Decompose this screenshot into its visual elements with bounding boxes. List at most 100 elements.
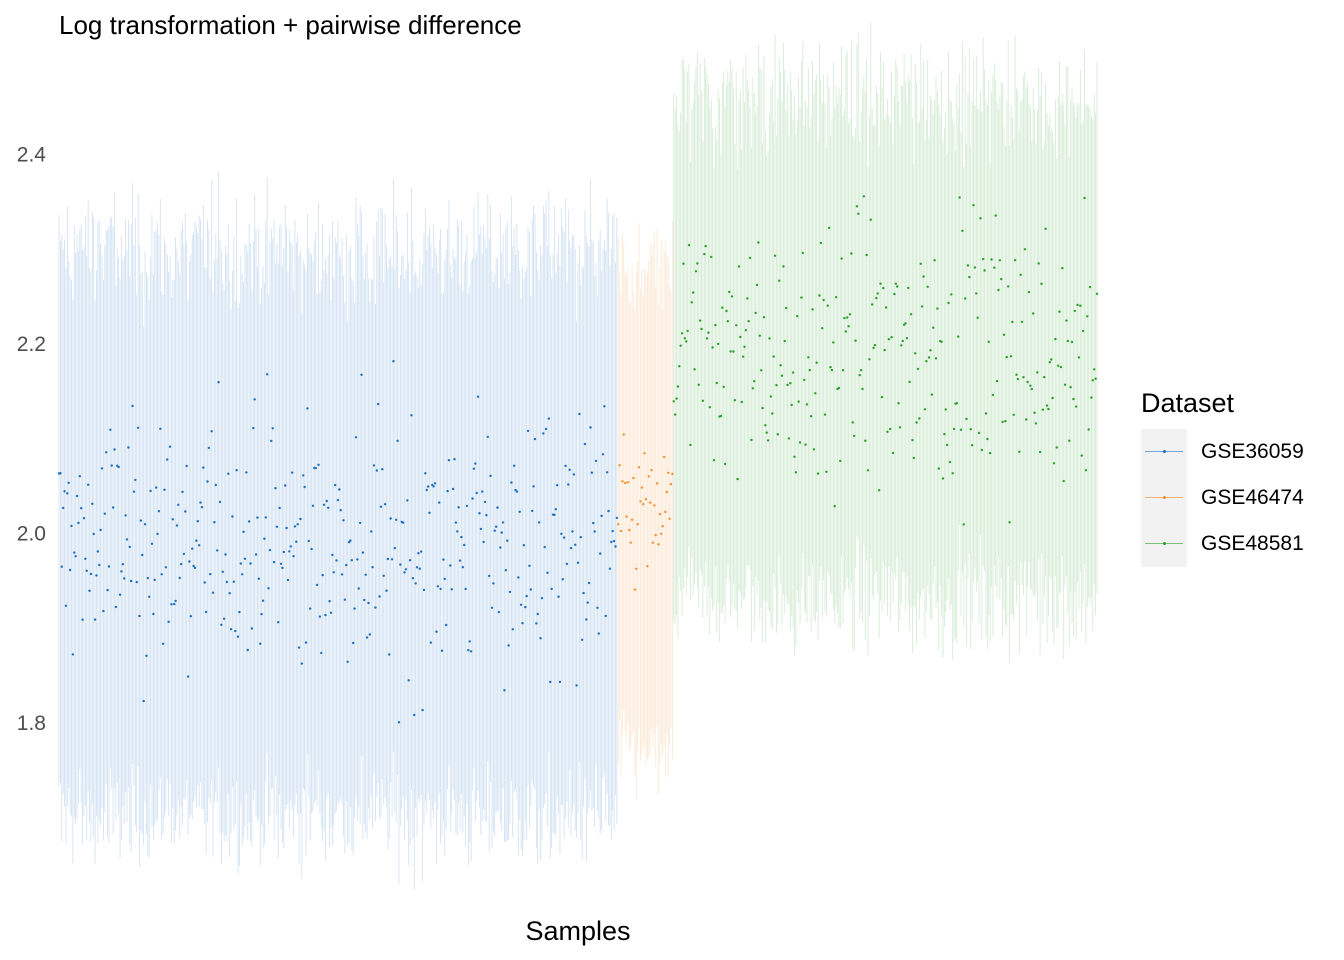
data-point xyxy=(252,426,255,430)
data-point xyxy=(1031,312,1035,315)
data-point xyxy=(89,572,93,576)
data-point xyxy=(1043,375,1046,379)
data-point xyxy=(1080,454,1083,457)
data-point xyxy=(889,427,892,431)
data-point xyxy=(457,506,460,509)
data-point xyxy=(92,532,95,536)
data-point xyxy=(837,386,841,390)
data-point xyxy=(407,679,410,682)
legend-label: GSE48581 xyxy=(1201,532,1304,555)
data-point xyxy=(1020,320,1024,324)
data-point xyxy=(324,613,327,617)
data-point xyxy=(773,254,777,257)
data-point xyxy=(952,427,956,431)
data-point xyxy=(968,275,971,279)
data-point xyxy=(549,680,552,684)
data-point xyxy=(365,636,369,639)
data-point xyxy=(358,521,362,525)
data-point xyxy=(1070,340,1074,344)
data-point xyxy=(300,662,304,665)
data-point xyxy=(254,553,258,556)
data-point xyxy=(882,286,885,290)
data-point xyxy=(418,567,421,570)
data-point xyxy=(905,337,909,340)
data-point xyxy=(599,552,602,555)
legend-key xyxy=(1141,429,1187,475)
data-point xyxy=(303,485,306,489)
data-point xyxy=(893,292,896,296)
data-point xyxy=(801,251,805,255)
data-point xyxy=(224,553,227,556)
data-point xyxy=(1000,277,1003,281)
data-point xyxy=(589,426,592,429)
data-point xyxy=(891,451,895,455)
data-point xyxy=(225,580,229,584)
data-point xyxy=(494,525,498,528)
data-point xyxy=(793,455,796,458)
data-point xyxy=(372,464,376,467)
data-point xyxy=(1091,379,1095,382)
data-point xyxy=(543,545,546,549)
data-point xyxy=(894,282,897,285)
data-point xyxy=(138,614,141,618)
data-point xyxy=(163,488,166,491)
data-point xyxy=(605,471,609,474)
data-point xyxy=(77,521,80,525)
data-point xyxy=(959,428,963,431)
data-point xyxy=(1001,420,1004,424)
data-point xyxy=(1052,462,1056,465)
data-point xyxy=(636,523,639,526)
data-point xyxy=(977,431,981,435)
data-point xyxy=(561,578,564,581)
data-point xyxy=(71,653,75,656)
data-point xyxy=(703,252,706,256)
data-point xyxy=(537,521,541,524)
data-point xyxy=(106,588,109,592)
data-point xyxy=(807,356,810,359)
data-point xyxy=(592,521,595,525)
data-point xyxy=(1088,285,1092,289)
data-point xyxy=(177,503,180,506)
data-point xyxy=(761,406,764,410)
data-point xyxy=(338,488,341,491)
data-point xyxy=(823,413,827,416)
data-point xyxy=(794,471,798,474)
data-point xyxy=(306,407,309,410)
data-point xyxy=(995,379,999,383)
data-point xyxy=(687,243,691,247)
data-point xyxy=(1074,405,1078,408)
data-point xyxy=(1062,479,1065,483)
data-point xyxy=(615,516,619,520)
legend-entry: GSE36059 xyxy=(1141,429,1341,475)
data-point xyxy=(600,514,603,518)
data-point xyxy=(275,525,279,528)
data-point xyxy=(694,270,698,273)
data-point xyxy=(383,503,387,506)
data-point xyxy=(580,638,584,641)
data-point xyxy=(768,337,771,340)
data-point xyxy=(213,521,216,524)
data-point xyxy=(623,481,627,485)
data-point xyxy=(357,587,360,590)
data-point xyxy=(413,713,416,717)
data-point xyxy=(531,509,534,513)
data-point xyxy=(1090,396,1093,399)
data-point xyxy=(281,566,284,570)
data-point xyxy=(711,346,714,349)
data-point xyxy=(729,350,732,353)
data-point xyxy=(200,506,204,509)
data-point xyxy=(686,329,689,333)
data-point xyxy=(858,373,861,377)
data-point xyxy=(576,561,580,564)
range-lines xyxy=(58,23,1098,890)
data-point xyxy=(297,646,301,649)
data-point xyxy=(469,650,473,653)
data-point xyxy=(866,469,870,472)
data-point xyxy=(1077,356,1081,359)
data-point xyxy=(990,258,993,261)
data-point xyxy=(458,559,462,562)
data-point xyxy=(979,217,982,220)
data-point xyxy=(886,430,889,433)
data-point xyxy=(522,544,526,547)
data-point xyxy=(984,412,988,415)
